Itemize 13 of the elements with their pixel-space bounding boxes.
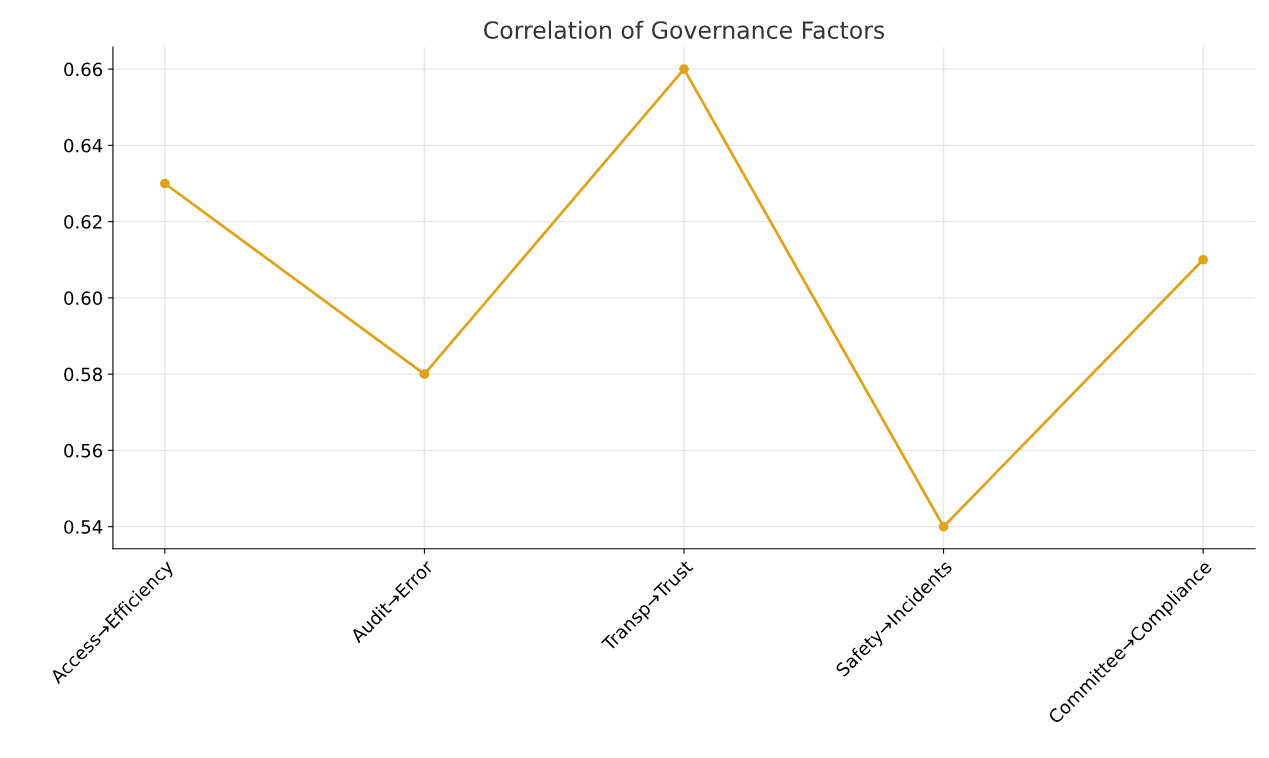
y-tick-label: 0.54: [64, 520, 103, 534]
point: [938, 521, 949, 532]
y-tick-label: 0.66: [64, 62, 103, 77]
point: [159, 178, 170, 189]
y-tick-label: 0.56: [64, 443, 103, 458]
y-tick-label: 0.62: [64, 215, 102, 229]
point: [679, 64, 689, 74]
y-tick-label: 0.58: [64, 367, 102, 382]
y-tick-label: 0.60: [64, 291, 103, 306]
point: [419, 369, 430, 380]
point: [1198, 254, 1208, 265]
y-tick-label: 0.64: [64, 138, 103, 153]
chart-title: Correlation of Governance Factors: [484, 20, 885, 39]
